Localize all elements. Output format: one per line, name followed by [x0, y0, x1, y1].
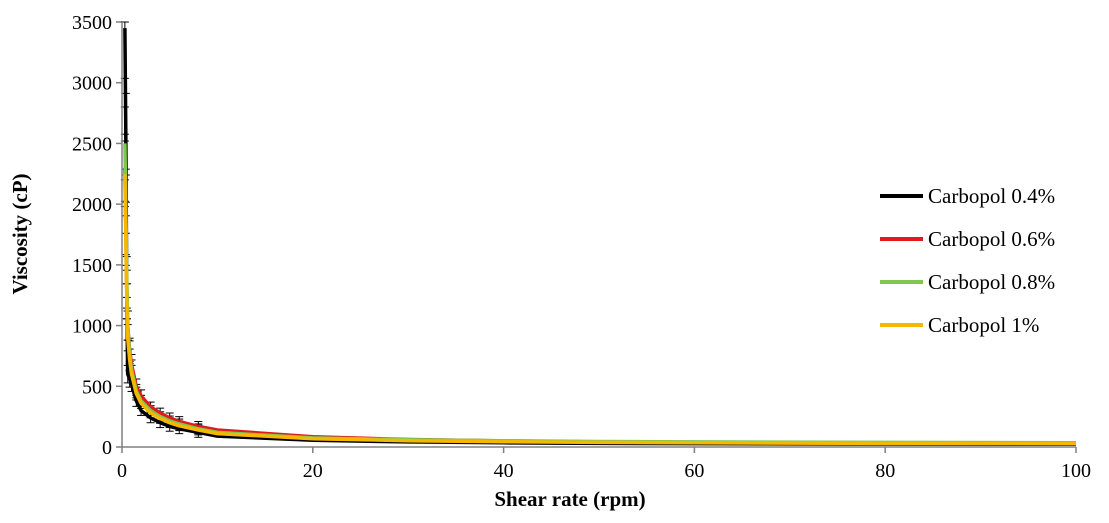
y-tick-label: 3000 — [72, 73, 112, 95]
legend-label: Carbopol 0.6% — [928, 227, 1055, 251]
x-tick-label: 80 — [875, 460, 895, 482]
y-tick-label: 0 — [102, 437, 112, 459]
y-tick-label: 2000 — [72, 194, 112, 216]
x-tick-label: 100 — [1061, 460, 1091, 482]
series-line — [123, 167, 1077, 446]
x-axis-title: Shear rate (rpm) — [494, 487, 645, 511]
y-tick-label: 500 — [82, 376, 112, 398]
legend-label: Carbopol 0.8% — [928, 270, 1055, 294]
y-axis-ticks: 0 500 1000 1500 2000 2500 3000 3500 — [72, 12, 122, 459]
y-tick-label: 1500 — [72, 255, 112, 277]
x-axis-ticks: 0 20 40 60 80 100 — [117, 447, 1091, 482]
series-line — [123, 173, 1077, 446]
y-tick-label: 1000 — [72, 316, 112, 338]
y-tick-label: 3500 — [72, 12, 112, 34]
x-tick-label: 20 — [303, 460, 323, 482]
x-tick-label: 60 — [684, 460, 704, 482]
x-tick-label: 0 — [117, 460, 127, 482]
legend-label: Carbopol 0.4% — [928, 184, 1055, 208]
legend-label: Carbopol 1% — [928, 313, 1039, 337]
x-tick-label: 40 — [494, 460, 514, 482]
y-axis-title: Viscosity (cP) — [8, 173, 32, 294]
y-tick-label: 2500 — [72, 133, 112, 155]
series-lines — [123, 28, 1077, 447]
legend: Carbopol 0.4% Carbopol 0.6% Carbopol 0.8% C… — [880, 184, 1055, 337]
